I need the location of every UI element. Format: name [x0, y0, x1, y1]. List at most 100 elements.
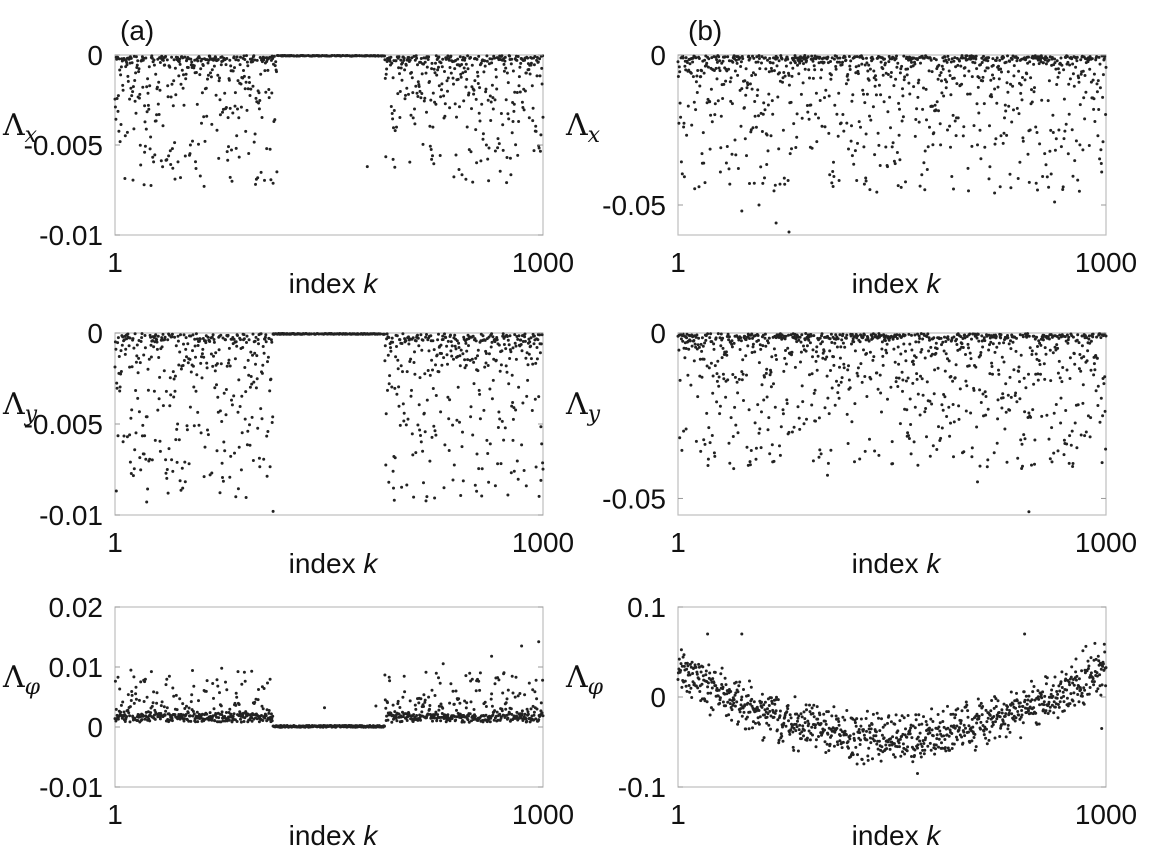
data-point — [144, 127, 148, 131]
data-point — [716, 694, 720, 698]
data-point — [541, 714, 545, 718]
data-point — [414, 84, 418, 88]
data-point — [114, 347, 118, 351]
data-point — [732, 701, 736, 705]
data-point — [903, 75, 907, 79]
data-point — [1059, 145, 1063, 149]
data-point — [535, 707, 539, 711]
data-point — [1018, 380, 1021, 384]
data-point — [753, 421, 757, 425]
data-point — [950, 175, 954, 178]
data-point — [147, 357, 151, 361]
data-point — [180, 68, 184, 72]
data-point — [229, 454, 233, 458]
data-point — [944, 340, 948, 343]
data-point — [919, 332, 923, 336]
data-point — [1079, 433, 1083, 437]
data-point — [408, 58, 412, 62]
data-point — [202, 184, 206, 188]
data-point — [746, 83, 750, 87]
data-point — [1066, 341, 1070, 345]
data-point — [678, 436, 682, 440]
data-point — [1103, 55, 1107, 58]
data-point — [900, 370, 904, 374]
data-point — [783, 337, 787, 341]
data-point — [119, 349, 123, 353]
data-point — [813, 68, 817, 72]
data-point — [1049, 128, 1053, 132]
data-point — [459, 75, 463, 79]
data-point — [267, 96, 271, 100]
data-point — [974, 57, 978, 61]
data-point — [165, 706, 169, 710]
data-point — [916, 81, 920, 85]
data-point — [238, 405, 242, 408]
data-point — [230, 398, 233, 402]
data-point — [393, 129, 397, 133]
data-point — [386, 718, 390, 722]
data-point — [949, 375, 953, 378]
data-point — [217, 348, 221, 352]
data-point — [996, 398, 1000, 402]
data-point — [757, 338, 760, 342]
data-point — [802, 344, 805, 348]
data-point — [386, 353, 390, 357]
data-point — [699, 75, 703, 79]
data-point — [436, 713, 440, 717]
data-point — [502, 62, 506, 66]
data-point — [137, 70, 141, 74]
data-point — [856, 141, 859, 145]
data-point — [825, 374, 829, 378]
data-point — [447, 58, 451, 62]
data-point — [682, 429, 686, 433]
data-point — [155, 85, 159, 89]
data-point — [937, 425, 940, 429]
data-point — [1095, 90, 1099, 94]
data-point — [750, 351, 754, 354]
data-point — [221, 476, 224, 479]
data-point — [158, 717, 162, 721]
data-point — [799, 340, 803, 344]
data-point — [881, 354, 885, 358]
data-point — [842, 362, 846, 366]
data-point — [119, 123, 123, 126]
data-point — [531, 362, 535, 366]
data-point — [184, 77, 188, 81]
data-point — [455, 418, 459, 422]
data-point — [243, 87, 247, 91]
data-point — [826, 461, 830, 465]
data-point — [1102, 57, 1106, 61]
data-point — [458, 55, 462, 59]
data-point — [761, 181, 765, 185]
data-point — [1002, 341, 1006, 345]
data-point — [173, 389, 177, 393]
data-point — [263, 716, 267, 720]
data-point — [790, 353, 793, 357]
data-point — [174, 438, 178, 442]
data-point — [182, 359, 186, 362]
data-point — [889, 71, 893, 74]
data-point — [459, 348, 463, 352]
data-point — [859, 362, 863, 366]
data-point — [487, 352, 491, 356]
data-point — [735, 334, 739, 338]
data-point — [979, 351, 983, 354]
data-point — [679, 337, 683, 341]
data-point — [505, 156, 509, 159]
data-point — [1010, 57, 1014, 61]
data-point — [706, 691, 710, 695]
data-point — [189, 700, 193, 704]
data-point — [1060, 63, 1064, 67]
data-point — [483, 338, 487, 342]
data-point — [383, 332, 386, 336]
data-point — [245, 334, 249, 338]
data-point — [942, 393, 946, 396]
data-point — [193, 344, 197, 348]
data-point — [412, 361, 416, 364]
data-point — [907, 434, 910, 438]
data-point — [183, 154, 187, 158]
data-point — [188, 357, 192, 361]
data-point — [730, 339, 734, 343]
data-point — [466, 358, 470, 362]
data-point — [760, 383, 764, 387]
